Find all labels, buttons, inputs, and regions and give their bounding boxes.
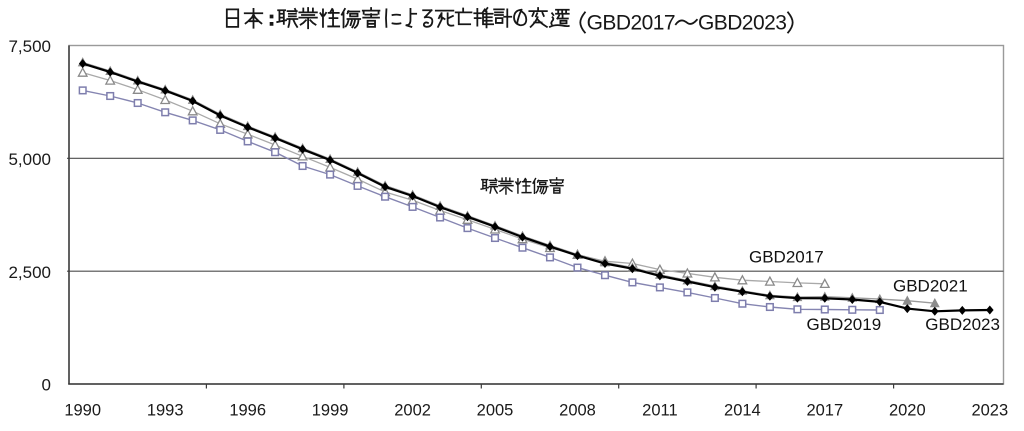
svg-text:5,000: 5,000: [8, 150, 51, 169]
svg-text:GBD2019: GBD2019: [807, 315, 882, 334]
svg-text:2011: 2011: [642, 402, 677, 420]
svg-text:7,500: 7,500: [8, 37, 51, 56]
svg-text:GBD2017: GBD2017: [749, 247, 824, 266]
svg-text:GBD2017: GBD2017: [587, 12, 675, 35]
svg-text:2020: 2020: [889, 402, 926, 420]
svg-text:2008: 2008: [559, 402, 596, 420]
svg-text:GBD2021: GBD2021: [893, 276, 968, 295]
svg-text:2,500: 2,500: [8, 263, 51, 282]
svg-text:1999: 1999: [312, 402, 349, 420]
svg-text:2005: 2005: [477, 402, 514, 420]
svg-text:0: 0: [42, 376, 51, 395]
svg-text:GBD2023: GBD2023: [925, 315, 1000, 334]
svg-text:2014: 2014: [724, 402, 761, 420]
svg-text:2002: 2002: [394, 402, 431, 420]
svg-text:1990: 1990: [64, 402, 101, 420]
svg-text:GBD2023: GBD2023: [698, 12, 786, 35]
svg-text:1996: 1996: [229, 402, 266, 420]
svg-text:2017: 2017: [806, 402, 843, 420]
svg-text:1993: 1993: [147, 402, 184, 420]
svg-text:2023: 2023: [971, 402, 1008, 420]
